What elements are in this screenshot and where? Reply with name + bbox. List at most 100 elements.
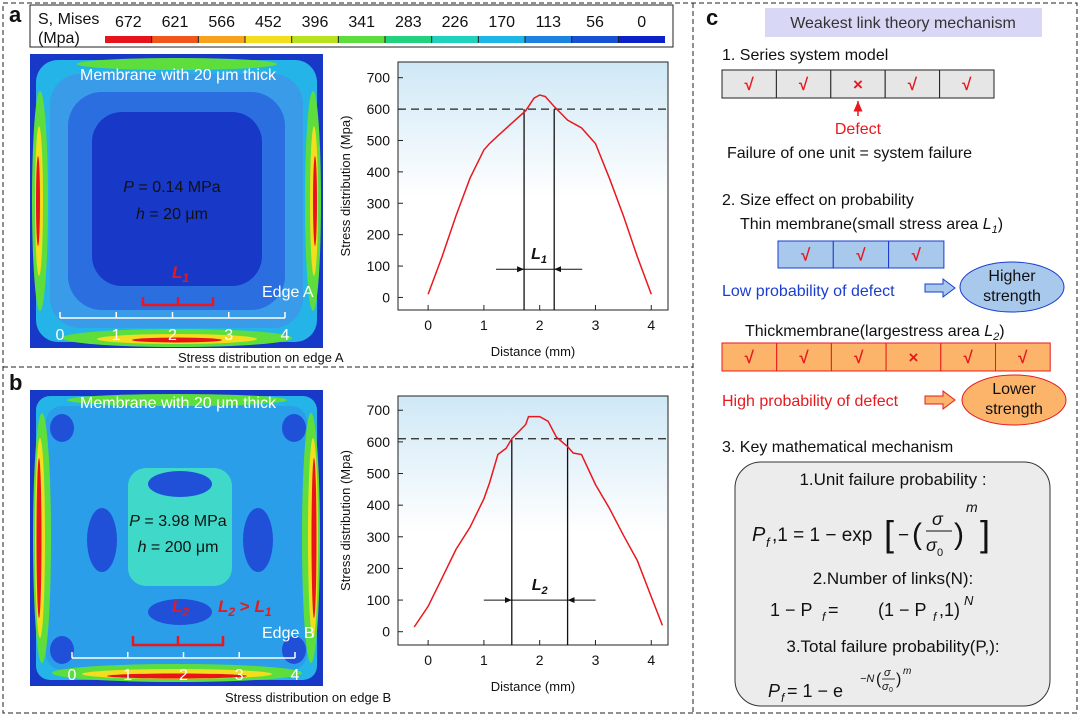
- y-tick-label: 400: [367, 164, 391, 180]
- colorbar-swatch: [571, 36, 619, 43]
- y-tick-label: 200: [367, 560, 391, 576]
- colorbar-swatch: [385, 36, 432, 43]
- y-tick-label: 200: [367, 227, 391, 243]
- unit-mark: √: [799, 348, 809, 367]
- x-tick-label: 1: [480, 317, 488, 333]
- f: N: [964, 593, 974, 608]
- colorbar-unit: (Mpa): [38, 30, 80, 47]
- title-box: [765, 8, 1042, 37]
- f: = 1 − e: [787, 681, 843, 701]
- unit-cell: [777, 240, 834, 269]
- math-box: [734, 461, 1051, 707]
- step: 3.Total failure probability(P,):: [786, 637, 999, 656]
- subscript: 1: [182, 271, 189, 285]
- arrow: [924, 278, 956, 298]
- y-tick-label: 0: [382, 624, 390, 640]
- f: 0: [889, 687, 893, 694]
- f: P: [752, 524, 766, 546]
- x-tick-label: 0: [424, 652, 432, 668]
- diagram-title: Weakest link theory mechanism: [790, 15, 1016, 32]
- colorbar-label: 113: [536, 14, 562, 31]
- symbol: L: [218, 597, 228, 616]
- y-tick-label: 500: [367, 132, 391, 148]
- plot-area: [397, 395, 669, 646]
- x-tick-label: 1: [480, 652, 488, 668]
- length-label: L1: [172, 263, 189, 285]
- data-line: [413, 415, 664, 628]
- image-tick-label: 1: [123, 667, 132, 684]
- symbol: L: [984, 323, 993, 340]
- f: σ: [926, 535, 938, 555]
- result-ellipse: [959, 261, 1065, 313]
- text: ): [998, 216, 1003, 233]
- image-tick-label: 1: [112, 327, 121, 344]
- f: ): [954, 518, 964, 551]
- unit-cell: [939, 69, 995, 99]
- edge-label: Edge B: [262, 625, 314, 642]
- unit-cell: [885, 342, 942, 372]
- subscript: 2: [227, 605, 235, 619]
- y-tick-label: 600: [367, 434, 391, 450]
- image-tick-label: 0: [68, 667, 77, 684]
- image-tick-label: 2: [179, 667, 188, 684]
- f: m: [966, 499, 978, 515]
- f: 0: [937, 547, 943, 559]
- colorbar-label: 341: [348, 14, 375, 31]
- f: ): [896, 671, 901, 688]
- colorbar-label: 452: [255, 14, 282, 31]
- comparison: L2 > L1: [218, 597, 272, 619]
- thin-label: Thin membrane(small stress area L1): [740, 216, 1003, 236]
- colorbar-label: 672: [115, 14, 142, 31]
- formula-1: P f ,1 = 1 − exp [ − ( σ σ 0 ) m ]: [752, 499, 990, 559]
- span-label: L1: [531, 246, 547, 266]
- subscript: 2: [181, 605, 189, 619]
- symbol: L: [172, 263, 182, 282]
- unit-cell: [776, 342, 832, 372]
- f: (: [876, 671, 882, 688]
- f: f: [766, 535, 771, 550]
- step: 2.Number of links(N):: [813, 569, 974, 588]
- f: −: [898, 525, 909, 546]
- heading: 1. Series system model: [722, 47, 888, 64]
- symbol: L: [172, 597, 182, 616]
- unit-mark: √: [962, 75, 972, 94]
- image-tick-label: 4: [281, 327, 290, 344]
- f: f: [822, 610, 827, 624]
- f: [: [884, 513, 894, 554]
- symbol: L: [532, 577, 542, 594]
- y-tick-label: 100: [367, 258, 391, 274]
- unit-cell: [995, 342, 1051, 372]
- unit-mark: √: [912, 246, 922, 265]
- f: 1 − P: [770, 600, 813, 620]
- fem-image-b: [30, 390, 323, 686]
- unit-mark: √: [908, 75, 918, 94]
- colorbar-title: S, Mises: [38, 11, 99, 28]
- colorbar: 672 621 566 452 396 341 283 226 170 113 56 0: [105, 14, 665, 43]
- f: (: [912, 518, 922, 551]
- length-label: L2: [172, 597, 189, 619]
- data-line: [427, 94, 653, 295]
- result: strength: [983, 288, 1041, 305]
- colorbar-swatch: [198, 36, 245, 43]
- step: 1.Unit failure probability :: [799, 470, 986, 489]
- symbol: L: [531, 246, 541, 263]
- unit-mark: √: [745, 348, 755, 367]
- colorbar-label: 0: [637, 14, 646, 31]
- unit-mark: ×: [853, 75, 863, 94]
- unit-cell: [888, 240, 945, 269]
- colorbar-label: 56: [586, 14, 604, 31]
- f: ,1 = 1 − exp: [772, 525, 872, 546]
- symbol: h: [136, 206, 145, 223]
- text: ): [999, 323, 1004, 340]
- x-tick-label: 4: [647, 317, 655, 333]
- y-axis-label: Stress distribution (Mpa): [338, 116, 353, 257]
- f: ]: [980, 513, 990, 554]
- unit-mark: √: [1018, 348, 1028, 367]
- arrow: [924, 390, 956, 410]
- y-tick-label: 300: [367, 195, 391, 211]
- thickness: h = 20 μm: [136, 206, 208, 223]
- subscript: 2: [992, 331, 999, 343]
